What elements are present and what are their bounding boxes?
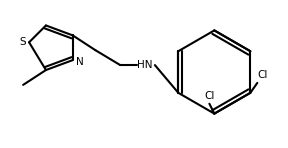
Text: S: S xyxy=(20,37,26,47)
Text: HN: HN xyxy=(137,60,153,70)
Text: Cl: Cl xyxy=(257,70,268,80)
Text: Cl: Cl xyxy=(204,91,215,101)
Text: N: N xyxy=(76,57,84,67)
